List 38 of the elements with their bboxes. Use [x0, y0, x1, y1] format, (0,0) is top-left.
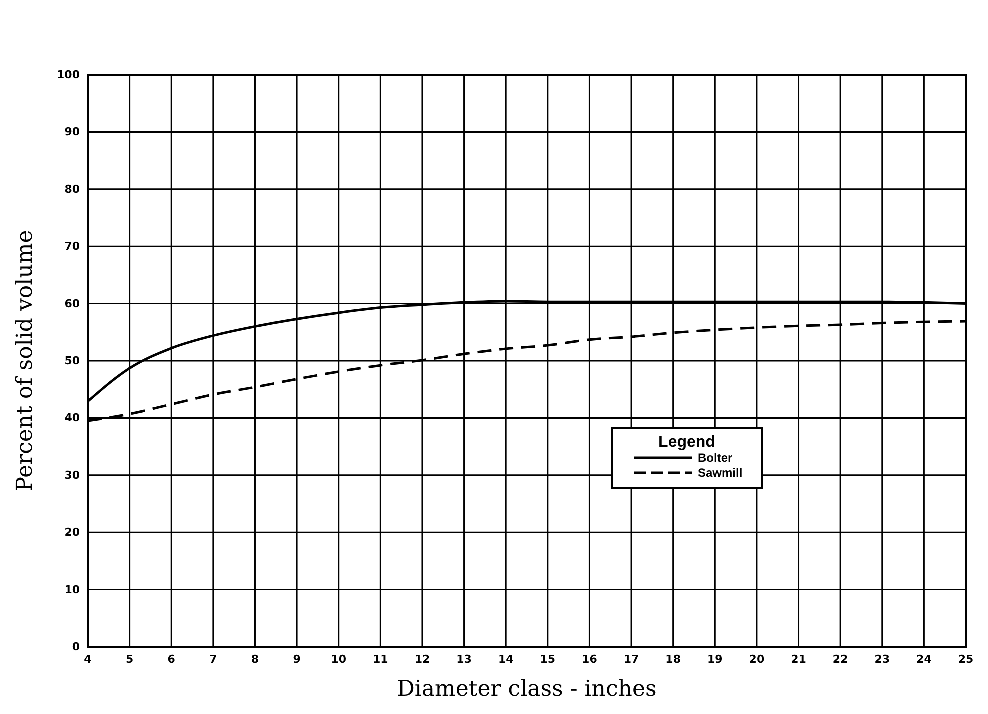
y-tick-label: 100	[57, 68, 80, 82]
y-tick-label: 90	[64, 126, 80, 139]
y-axis-title: Percent of solid volume	[13, 230, 38, 492]
x-tick-label: 22	[832, 652, 848, 666]
y-tick-label: 40	[64, 412, 80, 425]
legend-title: Legend	[658, 434, 716, 451]
x-tick-label: 19	[707, 652, 723, 666]
x-tick-label: 4	[84, 652, 92, 666]
x-tick-label: 17	[624, 652, 640, 666]
y-tick-label: 0	[72, 640, 80, 654]
x-tick-label: 20	[749, 652, 765, 666]
y-tick-label: 30	[64, 468, 80, 482]
x-tick-label: 14	[498, 652, 514, 666]
x-tick-label: 5	[126, 652, 134, 666]
x-tick-label: 23	[874, 652, 890, 666]
x-tick-label: 24	[916, 652, 932, 666]
x-tick-label: 9	[293, 652, 301, 666]
y-tick-label: 20	[64, 526, 80, 540]
x-tick-label: 18	[666, 652, 681, 666]
x-tick-label: 16	[582, 652, 598, 666]
x-tick-label: 15	[540, 652, 556, 666]
x-tick-label: 11	[373, 652, 388, 666]
x-tick-label: 12	[414, 652, 430, 666]
x-axis-title: Diameter class - inches	[397, 677, 657, 702]
x-tick-label: 6	[168, 652, 176, 666]
x-tick-label: 13	[456, 652, 472, 666]
y-tick-label: 70	[64, 240, 80, 254]
x-tick-label: 8	[251, 652, 260, 666]
x-tick-label: 7	[210, 652, 218, 666]
y-tick-label: 50	[64, 354, 80, 368]
y-tick-label: 10	[64, 583, 80, 596]
x-tick-label: 25	[958, 652, 974, 666]
x-tick-label: 10	[331, 652, 347, 666]
y-tick-label: 60	[64, 297, 80, 310]
y-tick-label: 80	[64, 182, 80, 196]
legend-label: Sawmill	[698, 466, 743, 480]
legend-label: Bolter	[698, 451, 733, 465]
x-tick-label: 21	[791, 652, 806, 666]
